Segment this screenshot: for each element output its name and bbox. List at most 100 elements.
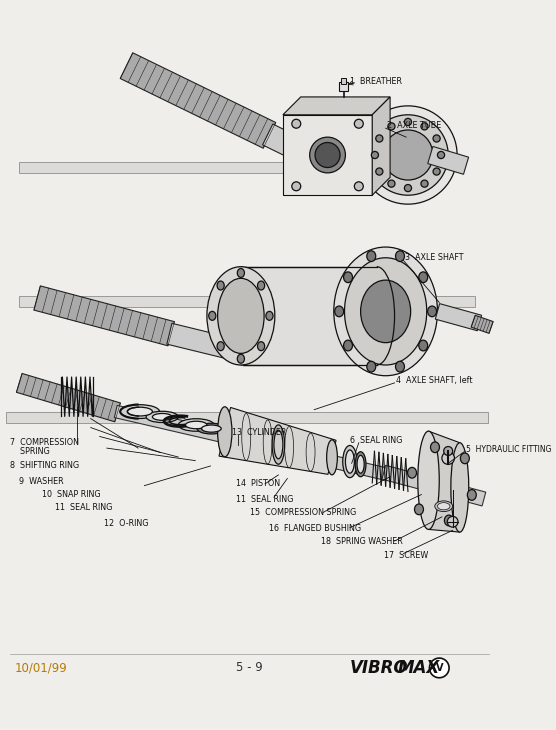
Text: 18  SPRING WASHER: 18 SPRING WASHER — [321, 537, 403, 545]
Ellipse shape — [415, 504, 424, 515]
Text: 5 - 9: 5 - 9 — [236, 661, 263, 675]
Ellipse shape — [359, 106, 457, 204]
Ellipse shape — [257, 281, 265, 290]
Ellipse shape — [310, 137, 345, 173]
Ellipse shape — [217, 281, 224, 290]
Polygon shape — [283, 115, 372, 195]
Ellipse shape — [383, 130, 433, 180]
Ellipse shape — [444, 447, 453, 456]
Ellipse shape — [292, 182, 301, 191]
Ellipse shape — [447, 516, 458, 527]
Polygon shape — [471, 315, 493, 334]
Polygon shape — [219, 407, 336, 474]
Polygon shape — [242, 266, 377, 365]
Text: 12  O-RING: 12 O-RING — [104, 518, 148, 528]
Ellipse shape — [274, 430, 283, 459]
Ellipse shape — [354, 182, 363, 191]
Ellipse shape — [468, 490, 476, 500]
Bar — [341, 78, 346, 83]
Polygon shape — [6, 412, 488, 423]
Ellipse shape — [376, 168, 383, 175]
Polygon shape — [34, 286, 175, 346]
Text: SPRING: SPRING — [11, 447, 50, 456]
Ellipse shape — [367, 251, 376, 261]
Ellipse shape — [395, 251, 404, 261]
Polygon shape — [428, 147, 469, 174]
Ellipse shape — [327, 439, 337, 474]
Ellipse shape — [433, 135, 440, 142]
Ellipse shape — [421, 180, 428, 187]
Text: 5  HYDRAULIC FITTING: 5 HYDRAULIC FITTING — [466, 445, 552, 454]
Text: 2  AXLE TUBE: 2 AXLE TUBE — [388, 121, 441, 130]
Ellipse shape — [357, 456, 364, 473]
Ellipse shape — [152, 413, 172, 420]
Ellipse shape — [272, 425, 285, 464]
Ellipse shape — [388, 123, 395, 130]
Ellipse shape — [334, 247, 438, 376]
Polygon shape — [115, 405, 387, 480]
Ellipse shape — [395, 361, 404, 372]
Ellipse shape — [186, 421, 207, 429]
Text: 1  BREATHER: 1 BREATHER — [350, 77, 402, 86]
Ellipse shape — [120, 404, 160, 418]
Ellipse shape — [388, 180, 395, 187]
Ellipse shape — [266, 312, 273, 320]
Polygon shape — [19, 296, 475, 307]
Ellipse shape — [127, 407, 152, 416]
Ellipse shape — [178, 419, 214, 431]
Polygon shape — [372, 97, 390, 195]
Polygon shape — [120, 53, 276, 148]
Text: 17  SCREW: 17 SCREW — [384, 551, 428, 560]
Ellipse shape — [418, 431, 439, 529]
Ellipse shape — [345, 450, 354, 473]
Ellipse shape — [361, 280, 411, 342]
Text: VIBRO: VIBRO — [350, 659, 409, 677]
Text: 6  SEAL RING: 6 SEAL RING — [350, 436, 402, 445]
Ellipse shape — [444, 515, 453, 526]
Text: 13  CYLINDER: 13 CYLINDER — [232, 428, 286, 437]
Text: 14  PISTON: 14 PISTON — [236, 480, 280, 488]
Ellipse shape — [408, 467, 416, 478]
Polygon shape — [429, 431, 460, 532]
Polygon shape — [435, 304, 481, 331]
Ellipse shape — [460, 453, 469, 464]
Text: 10/01/99: 10/01/99 — [15, 661, 67, 675]
Ellipse shape — [419, 272, 428, 283]
Bar — [339, 82, 348, 91]
Ellipse shape — [315, 142, 340, 167]
Text: 8  SHIFTING RING: 8 SHIFTING RING — [11, 461, 80, 470]
Ellipse shape — [342, 445, 357, 477]
Ellipse shape — [404, 185, 411, 192]
Ellipse shape — [421, 123, 428, 130]
Polygon shape — [17, 374, 121, 422]
Ellipse shape — [217, 342, 224, 350]
Ellipse shape — [202, 425, 221, 432]
Text: 11  SEAL RING: 11 SEAL RING — [236, 494, 293, 504]
Polygon shape — [283, 97, 390, 115]
Text: V: V — [435, 663, 443, 673]
Text: 10  SNAP RING: 10 SNAP RING — [42, 490, 100, 499]
Ellipse shape — [433, 168, 440, 175]
Text: 9  WASHER: 9 WASHER — [19, 477, 64, 485]
Ellipse shape — [368, 115, 448, 195]
Ellipse shape — [292, 119, 301, 128]
Ellipse shape — [428, 306, 436, 317]
Text: 7  COMPRESSION: 7 COMPRESSION — [11, 438, 80, 447]
Ellipse shape — [217, 407, 232, 457]
Polygon shape — [262, 124, 324, 170]
Text: 16  FLANGED BUSHING: 16 FLANGED BUSHING — [270, 524, 361, 533]
Polygon shape — [167, 323, 245, 362]
Ellipse shape — [257, 342, 265, 350]
Text: MAX: MAX — [397, 659, 439, 677]
Ellipse shape — [451, 443, 469, 532]
Ellipse shape — [237, 269, 245, 277]
Polygon shape — [382, 465, 486, 506]
Ellipse shape — [237, 354, 245, 364]
Ellipse shape — [430, 442, 439, 453]
Text: 11  SEAL RING: 11 SEAL RING — [55, 504, 112, 512]
Ellipse shape — [404, 118, 411, 126]
Ellipse shape — [217, 278, 264, 353]
Ellipse shape — [208, 312, 216, 320]
Ellipse shape — [438, 503, 450, 510]
Ellipse shape — [335, 306, 344, 317]
